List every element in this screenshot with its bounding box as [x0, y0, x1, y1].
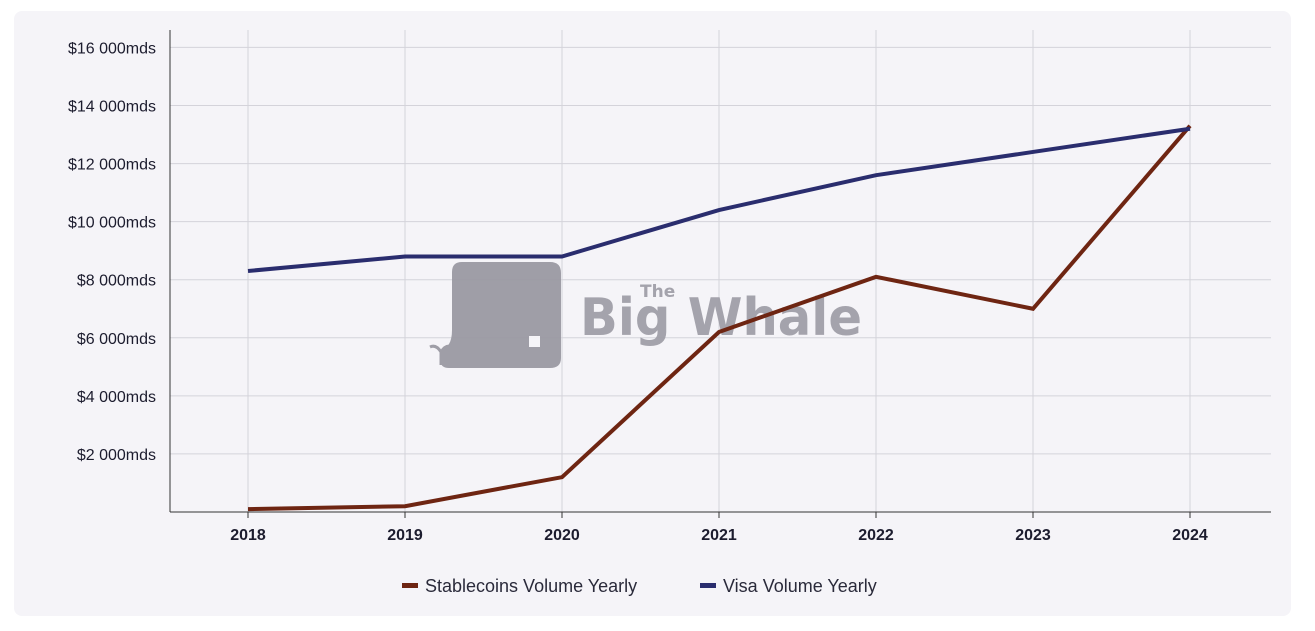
chart-card — [14, 11, 1291, 616]
grid-lines — [170, 30, 1271, 512]
whale-spout-icon — [429, 344, 453, 365]
y-tick-label: $12 000mds — [68, 157, 156, 174]
y-tick-label: $4 000mds — [77, 389, 156, 406]
x-tick-label: 2021 — [701, 527, 737, 544]
legend-label: Visa Volume Yearly — [723, 576, 877, 596]
y-tick-label: $16 000mds — [68, 40, 156, 57]
x-tick-label: 2024 — [1172, 527, 1208, 544]
watermark-logo: The Big Whale — [429, 262, 862, 368]
legend-label: Stablecoins Volume Yearly — [425, 576, 637, 596]
legend: Stablecoins Volume Yearly Visa Volume Yea… — [402, 576, 877, 596]
x-tick-label: 2022 — [858, 527, 894, 544]
y-tick-label: $10 000mds — [68, 215, 156, 232]
series-lines — [247, 124, 1192, 512]
y-tick-label: $2 000mds — [77, 447, 156, 464]
x-tick-label: 2018 — [230, 527, 266, 544]
series-line-stablecoins — [247, 124, 1192, 512]
axes: $2 000mds $4 000mds $6 000mds $8 000mds $10 … — [68, 30, 1271, 544]
y-tick-label: $8 000mds — [77, 273, 156, 290]
y-tick-label: $14 000mds — [68, 98, 156, 115]
whale-eye-icon — [529, 336, 540, 347]
series-line-visa — [247, 126, 1191, 273]
x-tick-label: 2023 — [1015, 527, 1051, 544]
x-tick-label: 2019 — [387, 527, 423, 544]
whale-logo-icon — [440, 262, 561, 368]
x-tick-label: 2020 — [544, 527, 580, 544]
watermark-text-the: The — [640, 282, 675, 302]
y-tick-label: $6 000mds — [77, 331, 156, 348]
legend-swatch — [700, 583, 716, 588]
legend-swatch — [402, 583, 418, 588]
